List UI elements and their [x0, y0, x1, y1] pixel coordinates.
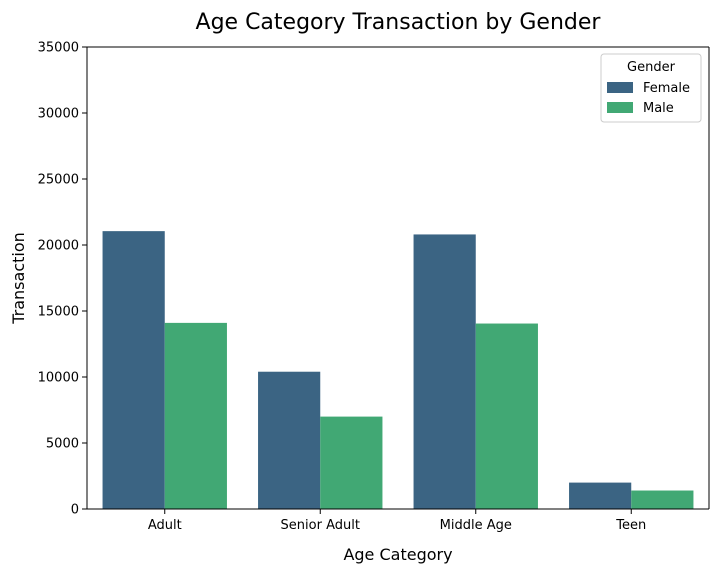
- bar-female-teen: [569, 482, 632, 509]
- y-tick-label: 25000: [38, 173, 79, 188]
- bar-female-senior-adult: [258, 371, 321, 509]
- bar-male-teen: [631, 490, 694, 509]
- y-tick-label: 30000: [38, 107, 79, 122]
- x-tick-label: Teen: [615, 518, 646, 533]
- legend-label-male: Male: [643, 101, 674, 116]
- bar-male-adult: [164, 322, 227, 509]
- x-tick-label: Senior Adult: [281, 518, 360, 533]
- legend: Gender Female Male: [600, 53, 702, 123]
- chart-title: Age Category Transaction by Gender: [196, 10, 602, 35]
- legend-label-female: Female: [643, 81, 690, 96]
- y-tick-label: 0: [71, 503, 79, 518]
- y-tick-label: 20000: [38, 239, 79, 254]
- y-tick-label: 35000: [38, 41, 79, 56]
- x-axis-label: Age Category: [343, 545, 452, 564]
- y-tick-label: 5000: [46, 437, 79, 452]
- y-tick-label: 15000: [38, 305, 79, 320]
- legend-title: Gender: [627, 60, 676, 75]
- y-tick-label: 10000: [38, 371, 79, 386]
- y-axis-label: Transaction: [9, 232, 28, 325]
- plot-area: 0 5000 10000 15000 20000 25000 30000 35000 Adult…: [38, 41, 710, 533]
- bar-male-middle-age: [475, 323, 538, 509]
- x-tick-label: Adult: [148, 518, 182, 533]
- legend-swatch-female: [607, 82, 633, 93]
- bar-female-adult: [102, 231, 165, 509]
- legend-swatch-male: [607, 102, 633, 113]
- bar-female-middle-age: [413, 234, 476, 509]
- x-tick-label: Middle Age: [440, 518, 512, 533]
- bar-male-senior-adult: [320, 416, 383, 509]
